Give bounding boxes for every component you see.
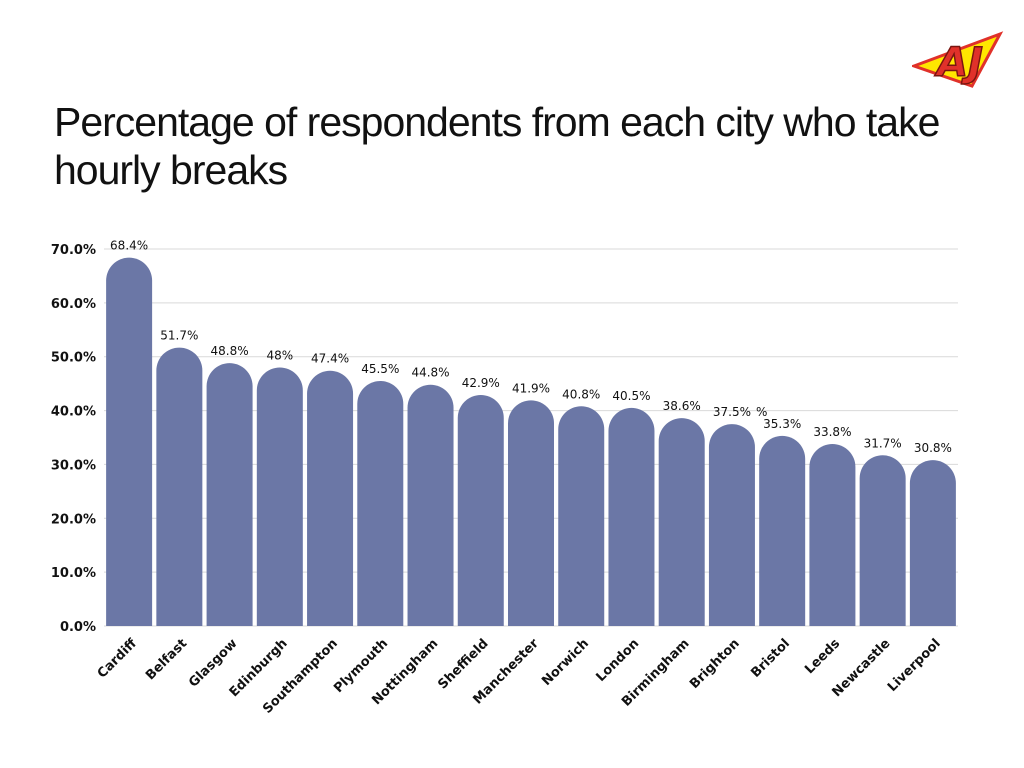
- bar-london: [608, 407, 655, 626]
- y-tick-label: 50.0%: [51, 351, 96, 366]
- data-label: 30.8%: [914, 441, 952, 455]
- x-tick-label: Glasgow: [186, 636, 240, 690]
- data-label: 40.8%: [562, 387, 600, 401]
- logo-yellow-triangle: [912, 31, 1004, 88]
- x-tick-label: Leeds: [802, 636, 843, 677]
- aj-logo: AJ: [912, 31, 1004, 88]
- bar-belfast: [156, 347, 203, 626]
- x-tick-label: Liverpool: [885, 636, 944, 695]
- data-label: 51.7%: [160, 329, 198, 343]
- bar-cardiff: [106, 257, 153, 626]
- data-label: 37.5%: [713, 405, 751, 419]
- bar-liverpool: [909, 460, 956, 626]
- bar-manchester: [508, 400, 554, 626]
- x-tick-label: Cardiff: [95, 636, 141, 682]
- bar-brighton: [708, 424, 755, 626]
- data-label: 40.5%: [612, 389, 650, 403]
- y-tick-label: 20.0%: [51, 512, 96, 527]
- bar-southampton: [307, 370, 354, 626]
- bar-plymouth: [357, 380, 404, 626]
- data-label: 44.8%: [411, 366, 449, 380]
- data-label: 33.8%: [813, 425, 851, 439]
- y-tick-label: 0.0%: [60, 620, 96, 635]
- data-label: 48%: [266, 348, 293, 362]
- bar-leeds: [809, 443, 856, 626]
- data-label: 47.4%: [311, 352, 349, 366]
- bar-bristol: [759, 435, 806, 626]
- data-label: 42.9%: [462, 376, 500, 390]
- logo-text: AJ: [934, 40, 983, 86]
- bar-birmingham: [658, 418, 705, 626]
- x-tick-label: Brighton: [687, 636, 743, 692]
- y-tick-label: 30.0%: [51, 458, 96, 473]
- chart-title: Percentage of respondents from each city…: [54, 99, 940, 193]
- bar-sheffield: [457, 394, 504, 626]
- data-label: 45.5%: [361, 362, 399, 376]
- data-label: 48.8%: [211, 344, 249, 358]
- x-tick-label: Bristol: [748, 636, 793, 681]
- x-tick-label: Norwich: [539, 636, 592, 689]
- data-label: 35.3%: [763, 417, 801, 431]
- bar-edinburgh: [256, 367, 303, 626]
- bar-nottingham: [407, 384, 454, 626]
- extra-data-label: %: [756, 405, 767, 419]
- y-tick-label: 40.0%: [51, 405, 96, 420]
- y-tick-label: 70.0%: [51, 243, 96, 258]
- bar-glasgow: [206, 363, 253, 626]
- data-label: 31.7%: [864, 436, 902, 450]
- y-tick-label: 10.0%: [51, 566, 96, 581]
- data-label: 38.6%: [663, 399, 701, 413]
- x-tick-label: Belfast: [143, 636, 190, 683]
- y-tick-label: 60.0%: [51, 297, 96, 312]
- data-label: 41.9%: [512, 381, 550, 395]
- bar-newcastle: [859, 455, 906, 626]
- x-tick-label: London: [594, 636, 643, 685]
- data-label: 68.4%: [110, 239, 148, 253]
- bar-norwich: [558, 406, 605, 626]
